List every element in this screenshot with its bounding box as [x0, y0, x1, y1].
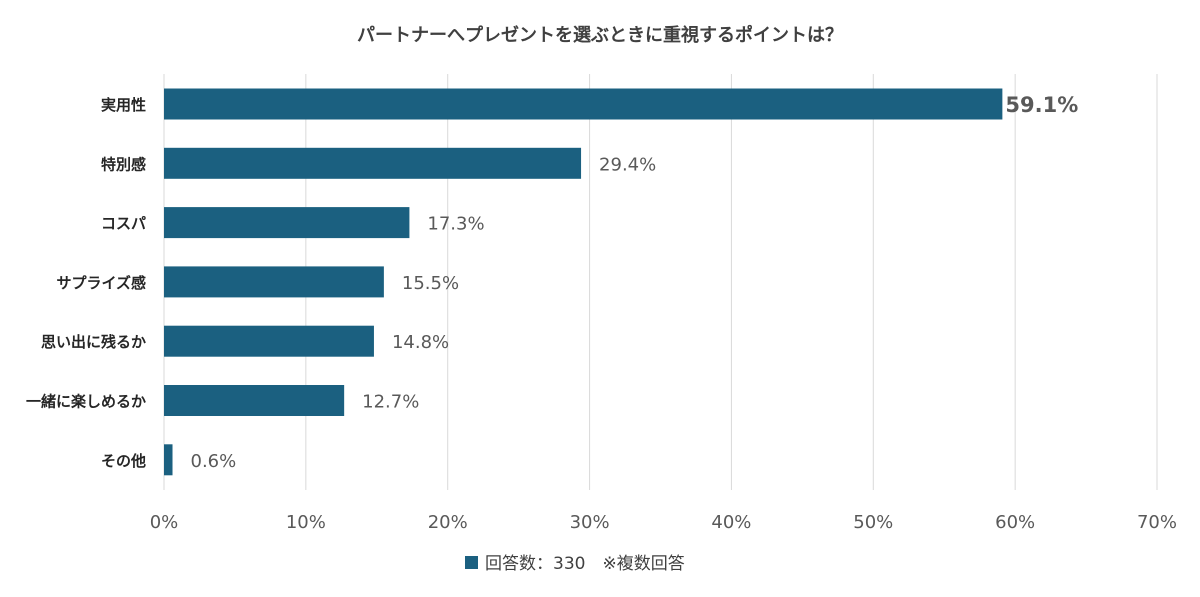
gridlines	[163, 74, 1158, 490]
bar	[164, 325, 374, 357]
x-tick-label: 70%	[1137, 512, 1177, 533]
bar	[164, 147, 582, 179]
bars	[164, 88, 1003, 476]
category-label: 一緒に楽しめるか	[26, 393, 146, 411]
data-label: 29.4%	[599, 154, 656, 175]
x-tick-label: 60%	[995, 512, 1035, 533]
bar	[164, 385, 345, 416]
legend: 回答数：330 ※複数回答	[465, 554, 685, 574]
category-label: サプライズ感	[56, 274, 146, 292]
data-label: 15.5%	[402, 273, 459, 294]
category-label: 実用性	[101, 96, 146, 114]
data-label: 59.1%	[1005, 93, 1078, 117]
x-tick-label: 10%	[286, 512, 326, 533]
bar	[164, 444, 173, 476]
category-label: 思い出に残るか	[41, 333, 146, 351]
data-label: 14.8%	[392, 332, 449, 353]
x-tick-label: 40%	[711, 512, 751, 533]
x-tick-label: 20%	[428, 512, 468, 533]
x-axis-tick-labels: 0% 10% 20% 30% 40% 50% 60% 70%	[150, 512, 1177, 533]
category-label: コスパ	[101, 215, 146, 233]
legend-label: 回答数：330 ※複数回答	[485, 554, 685, 574]
category-label: 特別感	[101, 155, 146, 173]
x-tick-label: 0%	[150, 512, 179, 533]
category-label: その他	[101, 452, 146, 470]
chart-title: パートナーへプレゼントを選ぶときに重視するポイントは？	[357, 24, 843, 46]
x-tick-label: 50%	[853, 512, 893, 533]
data-labels: 59.1% 29.4% 17.3% 15.5% 14.8% 12.7% 0.6%	[191, 93, 1079, 472]
bar	[164, 88, 1003, 120]
bar	[164, 266, 384, 298]
legend-swatch	[465, 556, 478, 569]
data-label: 17.3%	[427, 214, 484, 235]
data-label: 12.7%	[362, 392, 419, 413]
data-label: 0.6%	[191, 451, 237, 472]
x-tick-label: 30%	[570, 512, 610, 533]
bar	[164, 207, 410, 239]
